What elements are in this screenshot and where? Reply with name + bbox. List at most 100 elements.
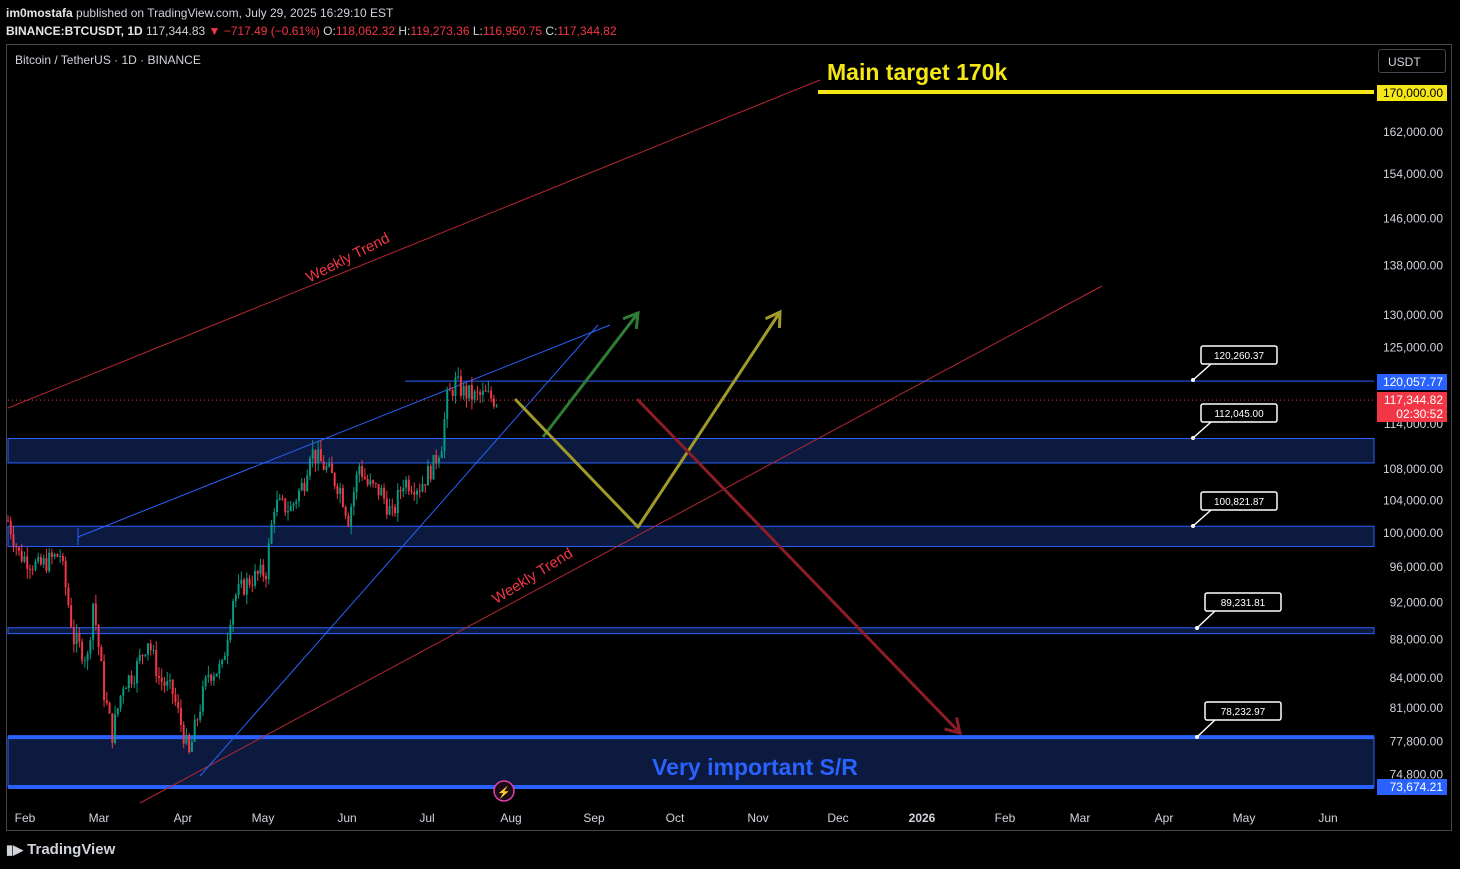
candle-body — [339, 487, 342, 494]
candle-body — [451, 390, 454, 396]
candle-body — [457, 376, 460, 378]
currency-button[interactable]: USDT — [1378, 49, 1446, 73]
candle-body — [254, 571, 257, 586]
candle-body — [276, 499, 279, 512]
tradingview-logo[interactable]: ▮▶ TradingView — [6, 841, 115, 858]
y-tick-label: 146,000.00 — [1383, 212, 1443, 226]
candle-body — [15, 546, 18, 548]
callout-label-4: 78,232.97 — [1221, 707, 1266, 718]
candle-body — [218, 664, 221, 674]
candle-body — [429, 465, 432, 480]
candle-body — [413, 492, 416, 495]
event-marker-icon — [493, 780, 515, 802]
candle-body — [59, 555, 62, 557]
x-tick-label: Feb — [995, 811, 1016, 825]
author-name[interactable]: im0mostafa — [6, 6, 73, 20]
candle-body — [127, 675, 130, 689]
x-tick-label: Aug — [500, 811, 521, 825]
y-tick-label: 125,000.00 — [1383, 341, 1443, 355]
open-label: O: — [323, 24, 336, 38]
candle-body — [319, 449, 322, 462]
y-tick-label: 154,000.00 — [1383, 167, 1443, 181]
candle-body — [122, 688, 125, 696]
callout-dot-4 — [1195, 735, 1199, 739]
close-value: 117,344.82 — [557, 24, 617, 38]
candle-body — [138, 654, 141, 662]
candle-body — [487, 390, 490, 392]
x-tick-label: Dec — [827, 811, 848, 825]
candle-body — [361, 465, 364, 477]
callout-dot-0 — [1191, 378, 1195, 382]
candle-body — [424, 484, 427, 486]
x-tick-label: Nov — [747, 811, 768, 825]
symbol-title: Bitcoin / TetherUS · 1D · BINANCE — [15, 53, 201, 67]
callout-label-3: 89,231.81 — [1221, 598, 1266, 609]
wedge-upper-line — [77, 324, 611, 538]
candle-body — [234, 595, 237, 602]
x-tick-label: Feb — [15, 811, 36, 825]
candle-body — [286, 511, 289, 513]
candle-body — [363, 476, 366, 479]
candle-body — [295, 501, 298, 504]
candle-body — [83, 660, 86, 662]
candle-body — [435, 454, 438, 464]
candle-body — [426, 465, 429, 486]
support-price-badge: 73,674.21 — [1390, 780, 1444, 794]
x-tick-label: May — [1233, 811, 1256, 825]
candle-body — [37, 556, 40, 562]
candle-body — [396, 490, 399, 514]
candle-body — [473, 391, 476, 400]
candle-body — [144, 654, 147, 656]
callout-box-4 — [1204, 701, 1282, 721]
candle-body — [303, 482, 306, 492]
candle-body — [443, 419, 446, 452]
candle-body — [459, 376, 462, 396]
candle-body — [108, 703, 111, 714]
candle-body — [278, 498, 281, 500]
candle-body — [314, 449, 317, 464]
wedge-lower-line — [199, 324, 599, 777]
candle-body — [289, 506, 292, 512]
candle-body — [166, 680, 169, 686]
candle-body — [163, 681, 166, 686]
x-tick-label: 2026 — [909, 811, 936, 825]
candle-body — [297, 490, 300, 502]
chart-header: im0mostafa published on TradingView.com,… — [6, 4, 617, 40]
candle-body — [394, 506, 397, 514]
y-tick-label: 92,000.00 — [1390, 595, 1444, 609]
bearish-arrow — [635, 397, 962, 735]
candle-body — [374, 483, 377, 485]
candle-body — [262, 564, 265, 577]
candle-body — [322, 461, 325, 470]
tv-logo-icon: ▮▶ — [6, 842, 24, 857]
y-tick-label: 104,000.00 — [1383, 493, 1443, 507]
candle-body — [267, 543, 270, 580]
candle-body — [341, 487, 344, 507]
candle-body — [146, 643, 149, 655]
weekly-trend-lower-line — [139, 285, 1103, 804]
candle-body — [270, 523, 273, 544]
candle-body — [116, 708, 119, 715]
target-price-badge-bg — [1377, 85, 1447, 101]
candle-body — [306, 475, 309, 492]
candle-body — [284, 498, 287, 513]
callout-box-2 — [1200, 491, 1278, 511]
candle-body — [484, 390, 487, 392]
callout-box-0 — [1200, 345, 1278, 365]
candle-body — [432, 454, 435, 480]
candle-body — [259, 564, 262, 574]
candle-body — [111, 713, 114, 744]
candle-body — [421, 484, 424, 492]
candle-body — [28, 569, 31, 571]
candle-body — [479, 392, 482, 395]
candle-body — [391, 506, 394, 508]
y-tick-label: 88,000.00 — [1390, 632, 1444, 646]
candle-body — [212, 676, 215, 681]
candle-body — [448, 389, 451, 391]
candle-body — [53, 554, 56, 557]
candle-body — [251, 584, 254, 586]
candle-body — [64, 561, 67, 588]
callout-pointer-0 — [1192, 363, 1212, 381]
candle-body — [388, 506, 391, 515]
